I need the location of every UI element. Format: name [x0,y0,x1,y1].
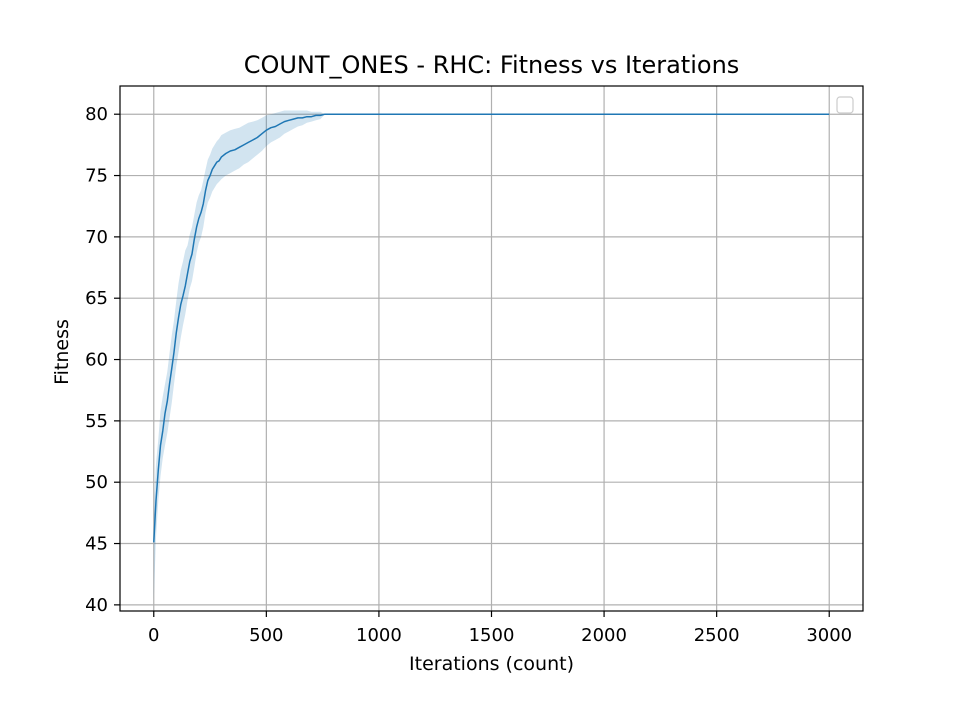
x-tick-label: 500 [249,625,283,646]
series-line [153,113,830,543]
x-tick-label: 0 [148,625,159,646]
x-tick-label: 2500 [694,625,740,646]
y-tick-label: 50 [85,472,108,493]
y-tick-label: 55 [85,411,108,432]
y-axis-ticks: 40 45 50 55 60 65 70 75 80 [85,104,120,616]
confidence-band [153,110,830,599]
y-tick-label: 70 [85,227,108,248]
y-tick-label: 75 [85,166,108,187]
x-tick-label: 3000 [806,625,852,646]
x-tick-label: 2000 [581,625,627,646]
x-tick-label: 1500 [469,625,515,646]
y-tick-label: 60 [85,350,108,371]
confidence-band-layer [153,110,830,599]
chart-title: COUNT_ONES - RHC: Fitness vs Iterations [244,51,740,79]
y-axis-label: Fitness [51,319,73,385]
legend-box [836,96,854,114]
x-axis-ticks: 0 500 1000 1500 2000 2500 3000 [148,611,852,646]
series-line-layer [153,113,830,543]
x-tick-label: 1000 [356,625,402,646]
y-tick-label: 45 [85,534,108,555]
x-axis-label: Iterations (count) [409,653,574,675]
y-tick-label: 65 [85,288,108,309]
grid-lines [120,86,863,611]
y-tick-label: 40 [85,595,108,616]
y-tick-label: 80 [85,104,108,125]
